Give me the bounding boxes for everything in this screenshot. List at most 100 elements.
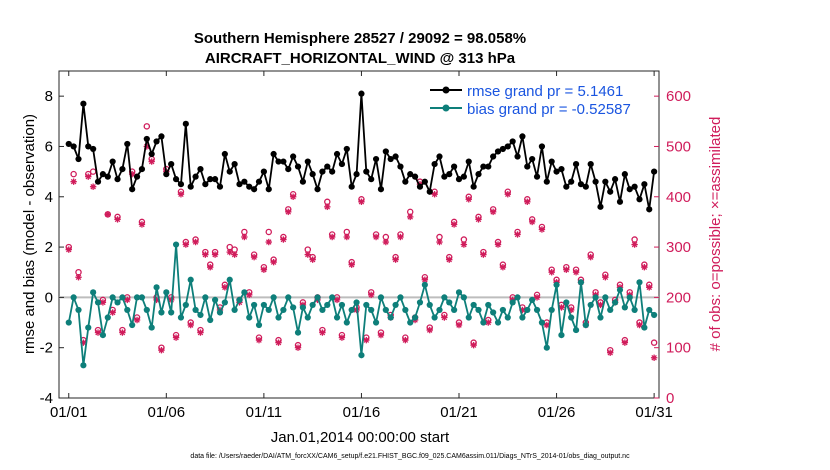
bias-point [592,294,598,300]
obs-assimilated-marker [548,269,554,275]
bias-point [295,330,301,336]
obs-assimilated-marker [212,251,218,257]
rmse-point [329,169,335,175]
rmse-point [266,186,272,192]
obs-assimilated-marker [119,329,125,335]
bias-point [539,319,545,325]
bias-point [622,304,628,310]
bias-point [149,324,155,330]
obs-assimilated-marker [324,204,330,210]
rmse-point [607,189,613,195]
bias-point [446,299,452,305]
bias-point [80,362,86,368]
legend-rmse-swatch-marker [443,87,450,94]
rmse-point [110,158,116,164]
bias-point [232,307,238,313]
obs-assimilated-marker [495,241,501,247]
bias-point [305,314,311,320]
rmse-point [519,133,525,139]
obs-assimilated-marker [539,226,545,232]
bias-point [353,299,359,305]
bias-point [563,299,569,305]
rmse-point [510,138,516,144]
obs-assimilated-marker [573,269,579,275]
bias-point [241,289,247,295]
x-tick-label: 01/06 [148,404,186,421]
rmse-point [446,171,452,177]
rmse-point [314,186,320,192]
rmse-point [432,161,438,167]
bias-point [310,302,316,308]
rmse-point [592,179,598,185]
bias-point [280,307,286,313]
bias-point [271,294,277,300]
obs-assimilated-marker [329,234,335,240]
left-y-tick-label: 8 [45,88,53,105]
obs-assimilated-marker [207,264,213,270]
bias-point [392,302,398,308]
rmse-point [71,143,77,149]
bias-point [617,287,623,293]
right-y-tick-label: 200 [666,289,691,306]
bias-point [110,294,116,300]
bias-point [188,277,194,283]
bias-point [383,307,389,313]
obs-assimilated-marker [602,274,608,280]
rmse-point [378,186,384,192]
rmse-point [168,161,174,167]
rmse-point [163,171,169,177]
bias-point [480,319,486,325]
obs-assimilated-marker [348,261,354,267]
obs-assimilated-marker [500,264,506,270]
obs-assimilated-marker [446,256,452,262]
bias-point [495,319,501,325]
bias-point [505,314,511,320]
rmse-point [261,169,267,175]
obs-assimilated-marker [256,337,262,343]
rmse-point [524,163,530,169]
obs-assimilated-marker [344,234,350,240]
obs-assimilated-marker [607,350,613,356]
bias-point [124,307,130,313]
rmse-point [485,163,491,169]
bias-point [75,307,81,313]
chart-title-line1: Southern Hemisphere 28527 / 29092 = 98.0… [194,30,526,47]
bias-point [217,309,223,315]
obs-assimilated-marker [183,241,189,247]
obs-assimilated-marker [392,256,398,262]
left-y-tick-label: 4 [45,189,53,206]
rmse-point [310,171,316,177]
right-y-tick-label: 600 [666,88,691,105]
bias-point [456,289,462,295]
obs-assimilated-marker [436,239,442,245]
bias-point [192,307,198,313]
bias-point [427,302,433,308]
rmse-point [534,174,540,180]
bias-point [66,319,72,325]
bias-point [417,299,423,305]
chart-figure: Southern Hemisphere 28527 / 29092 = 98.0… [0,0,830,470]
obs-assimilated-marker [441,314,447,320]
bias-point [158,309,164,315]
rmse-point [80,101,86,107]
obs-assimilated-marker [397,234,403,240]
bias-point [529,297,535,303]
bias-point [534,307,540,313]
x-tick-label: 01/11 [246,404,282,421]
left-y-tick-label: 6 [45,138,53,155]
obs-assimilated-marker [90,184,96,190]
rmse-point [539,143,545,149]
rmse-point [597,204,603,210]
rmse-point [466,158,472,164]
obs-assimilated-marker [358,199,364,205]
rmse-point [363,169,369,175]
obs-assimilated-marker [529,219,535,225]
rmse-point [427,189,433,195]
x-axis-label: Jan.01,2014 00:00:00 start [271,429,450,446]
rmse-point [319,169,325,175]
rmse-point [636,196,642,202]
obs-assimilated-marker [305,251,311,257]
rmse-point [241,179,247,185]
bias-point [90,289,96,295]
bias-point [544,345,550,351]
